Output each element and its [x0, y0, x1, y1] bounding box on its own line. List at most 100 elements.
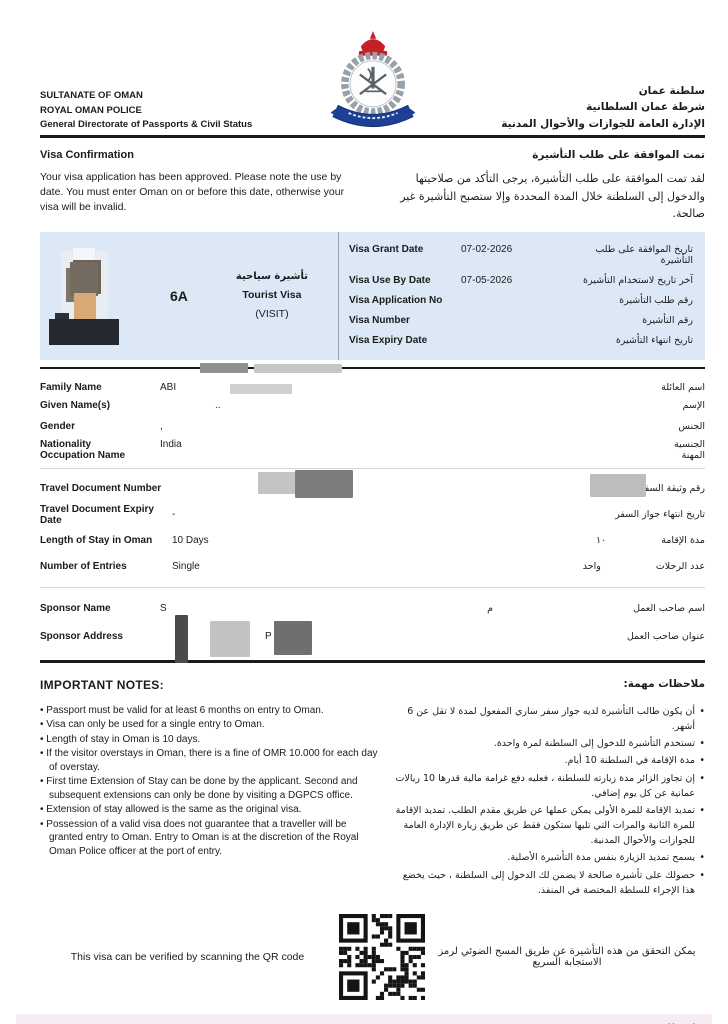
- redaction-block: [590, 473, 646, 497]
- header-divider: [40, 135, 705, 138]
- field-arabic: الجنس: [335, 421, 705, 432]
- field-label: Occupation Name: [40, 449, 126, 461]
- field-label-ar: رقم التأشيرة: [642, 314, 693, 326]
- field-arabic: عدد الرحلات واحد: [335, 561, 705, 572]
- field-arabic: اسم العائلة: [335, 382, 705, 393]
- note-item: Length of stay in Oman is 10 days.: [40, 733, 378, 747]
- field-value: 10 Days: [172, 535, 209, 547]
- field-arabic: اسم صاحب العمل م: [335, 603, 705, 614]
- applicant-photo: [49, 247, 119, 345]
- field-label: Visa Grant Date: [349, 243, 424, 255]
- header-arabic: سلطنة عمان شرطة عمان السلطانية الإدارة ا…: [465, 83, 705, 132]
- notes-english: IMPORTANT NOTES: Passport must be valid …: [40, 678, 378, 900]
- notes-arabic: ملاحظات مهمة: أن يكون طالب التأشيرة لديه…: [393, 678, 705, 900]
- table-row: Visa Number رقم التأشيرة: [349, 315, 693, 326]
- field-label: Length of Stay in Oman: [40, 535, 153, 547]
- field-value: India: [160, 438, 182, 450]
- field-label: Visa Use By Date: [349, 274, 431, 286]
- field-label: Sponsor Address: [40, 631, 123, 643]
- important-notes-section: IMPORTANT NOTES: Passport must be valid …: [40, 678, 705, 900]
- field-label-ar: رقم طلب التأشيرة: [619, 294, 693, 306]
- field-value: ..: [215, 400, 221, 412]
- redaction-block: [200, 362, 248, 373]
- field-value: ,: [160, 421, 163, 433]
- table-row: Occupation Name المهنة: [40, 450, 705, 461]
- field-value: Single: [172, 561, 200, 573]
- confirmation-title-ar: تمت الموافقة على طلب التأشيرة: [532, 149, 705, 161]
- royal-oman-police-emblem-icon: [280, 30, 465, 132]
- table-row: Number of Entries Single عدد الرحلات واحد: [40, 554, 705, 580]
- country-name: SULTANATE OF OMAN: [40, 90, 143, 102]
- note-item: Visa can only be used for a single entry…: [40, 718, 378, 732]
- visa-summary-panel: 6A تأشيرة سياحية Tourist Visa (VISIT) Vi…: [40, 231, 705, 360]
- redaction-block: [230, 383, 292, 394]
- table-row: Travel Document Expiry Date - تاريخ انته…: [40, 502, 705, 528]
- note-item: Extension of stay allowed is the same as…: [40, 803, 378, 817]
- field-label: Visa Expiry Date: [349, 334, 428, 346]
- confirmation-arabic: تمت الموافقة على طلب التأشيرة لقد تمت ال…: [375, 149, 705, 223]
- field-arabic: المهنة: [335, 450, 705, 461]
- field-label-ar: الجنسية: [674, 438, 705, 450]
- field-label-ar: تاريخ الموافقة على طلب التأشيرة: [595, 243, 693, 266]
- note-item: يسمح تمديد الزيارة بنفس مدة التأشيرة الأ…: [393, 850, 705, 865]
- authority-name: ROYAL OMAN POLICE: [40, 104, 142, 116]
- photo-pixel-block: [74, 292, 96, 327]
- field-value: 07-02-2026: [461, 243, 513, 255]
- notes-list-ar: أن يكون طالب التأشيرة لديه جواز سفر ساري…: [393, 704, 705, 898]
- applicant-details-table: Family Name ABI اسم العائلة Given Name(s…: [40, 362, 705, 663]
- photo-pixel-block: [49, 318, 119, 345]
- table-row: Visa Use By Date 07-05-2026 آخر تاريخ لا…: [349, 275, 693, 286]
- field-value: P: [265, 631, 272, 643]
- confirmation-title: Visa Confirmation: [40, 149, 134, 161]
- field-label-ar: تاريخ انتهاء جواز السفر: [615, 509, 705, 521]
- field-label: Travel Document Number: [40, 483, 162, 495]
- field-label: Family Name: [40, 381, 102, 393]
- note-item: إن تجاوز الزائر مدة زيارته للسلطنة ، فعل…: [393, 771, 705, 801]
- notes-title: IMPORTANT NOTES:: [40, 677, 164, 692]
- field-label-ar: رقم وثيقة السفر: [639, 483, 705, 495]
- note-item: If the visitor overstays in Oman, there …: [40, 747, 378, 774]
- confirmation-body: Your visa application has been approved.…: [40, 171, 345, 214]
- table-row: Length of Stay in Oman 10 Days مدة الإقا…: [40, 528, 705, 554]
- note-item: مدة الإقامة في السلطنة 10 أيام.: [393, 753, 705, 768]
- field-arabic: عنوان صاحب العمل: [335, 631, 705, 642]
- visa-type-note: (VISIT): [255, 307, 289, 320]
- table-row: Visa Grant Date 07-02-2026 تاريخ الموافق…: [349, 244, 693, 266]
- redaction-block: [274, 620, 312, 655]
- visa-type-english: Tourist Visa: [242, 288, 302, 301]
- note-item: Passport must be valid for at least 6 mo…: [40, 704, 378, 718]
- field-label: Number of Entries: [40, 561, 127, 573]
- visa-code: 6A: [170, 287, 188, 304]
- field-label: Visa Application No: [349, 294, 443, 306]
- notes-title-ar: ملاحظات مهمة:: [623, 677, 705, 690]
- field-arabic: الإسم: [335, 400, 705, 411]
- field-value: 07-05-2026: [461, 274, 513, 286]
- field-label: Sponsor Name: [40, 603, 111, 615]
- field-label-ar: تاريخ انتهاء التأشيرة: [615, 334, 693, 346]
- sponsor-details-group: Sponsor Name S اسم صاحب العمل م Sponsor A…: [40, 586, 705, 663]
- field-label-ar: الإسم: [682, 400, 705, 412]
- visa-confirmation-section: Visa Confirmation Your visa application …: [40, 149, 705, 223]
- field-value-ar: م: [487, 603, 494, 615]
- confirmation-body-ar: لقد تمت الموافقة على طلب التأشيرة، يرجى …: [400, 172, 705, 221]
- field-label: Gender: [40, 421, 76, 433]
- field-label-ar: عدد الرحلات: [655, 561, 705, 573]
- note-item: تمديد الإقامة للمرة الأولى يمكن عملها عن…: [393, 803, 705, 849]
- redaction-block: [254, 363, 342, 373]
- field-label-ar: اسم العائلة: [661, 381, 705, 393]
- field-label: Nationality: [40, 438, 92, 450]
- field-value: S: [160, 603, 167, 615]
- field-value: -: [172, 509, 176, 521]
- redaction-block: [175, 614, 188, 663]
- document-footer: IMPORTANT NOTES : Entry will not be allo…: [16, 1014, 712, 1024]
- field-label: Visa Number: [349, 314, 410, 326]
- directorate-name: General Directorate of Passports & Civil…: [40, 118, 253, 130]
- field-label: Given Name(s): [40, 400, 111, 412]
- country-name-ar: سلطنة عمان: [638, 85, 705, 98]
- table-row: Visa Application No رقم طلب التأشيرة: [349, 295, 693, 306]
- directorate-name-ar: الإدارة العامة للجوازات والأحوال المدنية: [501, 117, 705, 130]
- field-value: ABI: [160, 381, 177, 393]
- qr-caption-english: This visa can be verified by scanning th…: [70, 951, 305, 964]
- qr-verification-section: This visa can be verified by scanning th…: [40, 914, 705, 1001]
